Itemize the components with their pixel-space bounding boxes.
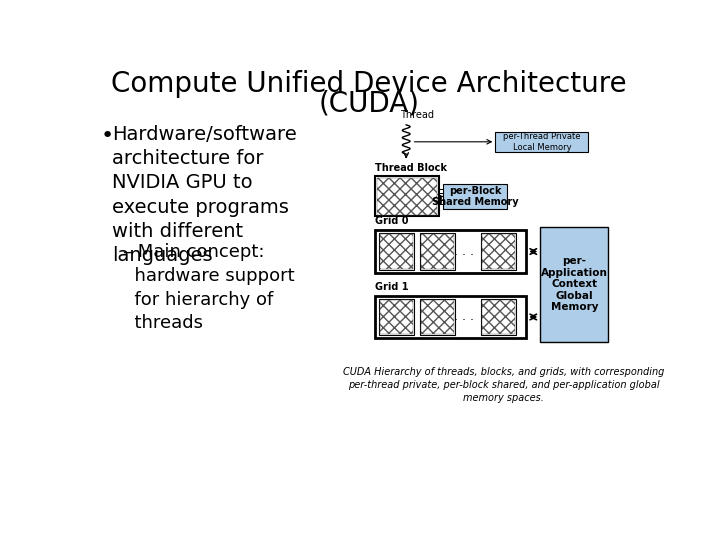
Bar — [421, 300, 454, 334]
Bar — [379, 233, 414, 269]
Bar — [495, 132, 588, 152]
Text: per-
Application
Context
Global
Memory: per- Application Context Global Memory — [541, 256, 608, 313]
Bar — [482, 233, 516, 269]
Text: CUDA Hierarchy of threads, blocks, and grids, with corresponding
per-thread priv: CUDA Hierarchy of threads, blocks, and g… — [343, 367, 665, 403]
Text: . . .: . . . — [454, 310, 474, 323]
Text: Thread: Thread — [400, 110, 434, 120]
Text: Thread Block: Thread Block — [375, 163, 447, 173]
Text: Grid 1: Grid 1 — [375, 282, 409, 292]
Text: per-Block
Shared Memory: per-Block Shared Memory — [432, 186, 518, 207]
Bar — [420, 233, 455, 269]
Bar — [379, 299, 414, 335]
Bar — [482, 299, 516, 335]
Bar — [482, 234, 516, 269]
Bar — [377, 178, 437, 215]
Text: per-Thread Private
Local Memory: per-Thread Private Local Memory — [503, 132, 580, 152]
Text: Compute Unified Device Architecture: Compute Unified Device Architecture — [111, 70, 627, 98]
Bar — [420, 299, 455, 335]
Bar — [421, 234, 454, 269]
Text: – Main concept:
  hardware support
  for hierarchy of
  threads: – Main concept: hardware support for hie… — [122, 244, 294, 332]
Text: Hardware/software
architecture for
NVIDIA GPU to
execute programs
with different: Hardware/software architecture for NVIDI… — [112, 125, 297, 265]
Bar — [444, 184, 507, 209]
Bar — [540, 226, 608, 342]
Bar — [380, 300, 413, 334]
Bar — [375, 296, 526, 338]
Text: •: • — [101, 126, 114, 146]
Bar — [380, 234, 413, 269]
Text: Grid 0: Grid 0 — [375, 217, 409, 226]
Bar — [375, 231, 526, 273]
Text: (CUDA): (CUDA) — [318, 89, 420, 117]
Bar — [375, 177, 438, 217]
Text: . . .: . . . — [454, 245, 474, 258]
Bar — [482, 300, 516, 334]
